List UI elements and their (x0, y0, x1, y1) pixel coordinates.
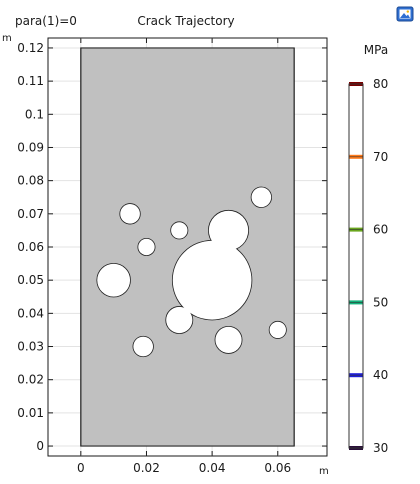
y-tick-label: 0 (36, 439, 44, 453)
y-axis-unit-label: m (2, 33, 12, 44)
chart-title: Crack Trajectory (137, 14, 234, 28)
y-tick-label: 0.05 (17, 273, 44, 287)
specimen-plate (80, 47, 295, 447)
y-tick-label: 0.08 (17, 174, 44, 188)
hole (97, 263, 131, 297)
hole (120, 203, 140, 224)
x-tick-label: 0.04 (199, 461, 226, 475)
x-tick-label: 0.06 (264, 461, 291, 475)
y-tick-label: 0.04 (17, 306, 44, 320)
y-tick-label: 0.1 (25, 107, 44, 121)
y-tick-label: 0.01 (17, 406, 44, 420)
colorbar-tick-label: 30 (373, 441, 388, 455)
specimen-border (80, 47, 295, 447)
colorbar-border (348, 83, 364, 449)
y-tick-label: 0.09 (17, 140, 44, 154)
x-tick-label: 0 (77, 461, 85, 475)
hole (208, 210, 249, 251)
hole (251, 187, 272, 208)
colorbar-tick-label: 70 (373, 150, 388, 164)
colorbar-unit-label: MPa (364, 43, 388, 57)
hole (172, 240, 252, 320)
hole (171, 222, 188, 239)
x-axis-unit-label: m (319, 466, 329, 477)
y-tick-label: 0.11 (17, 74, 44, 88)
picture-icon[interactable] (396, 6, 414, 22)
hole (166, 306, 193, 334)
hole (215, 326, 242, 354)
colorbar-tick-label: 60 (373, 223, 388, 237)
x-tick-label: 0.02 (133, 461, 160, 475)
param-label: para(1)=0 (15, 14, 77, 28)
hole (138, 238, 155, 256)
colorbar-tick-label: 50 (373, 295, 388, 309)
y-tick-label: 0.12 (17, 41, 44, 55)
hole (133, 336, 154, 357)
y-tick-label: 0.02 (17, 373, 44, 387)
colorbar-tick-label: 80 (373, 77, 388, 91)
y-tick-label: 0.06 (17, 240, 44, 254)
y-tick-label: 0.03 (17, 340, 44, 354)
hole (269, 321, 286, 339)
colorbar-tick-label: 40 (373, 368, 388, 382)
y-tick-label: 0.07 (17, 207, 44, 221)
hole-fills (97, 187, 286, 357)
colorbar (348, 83, 364, 449)
